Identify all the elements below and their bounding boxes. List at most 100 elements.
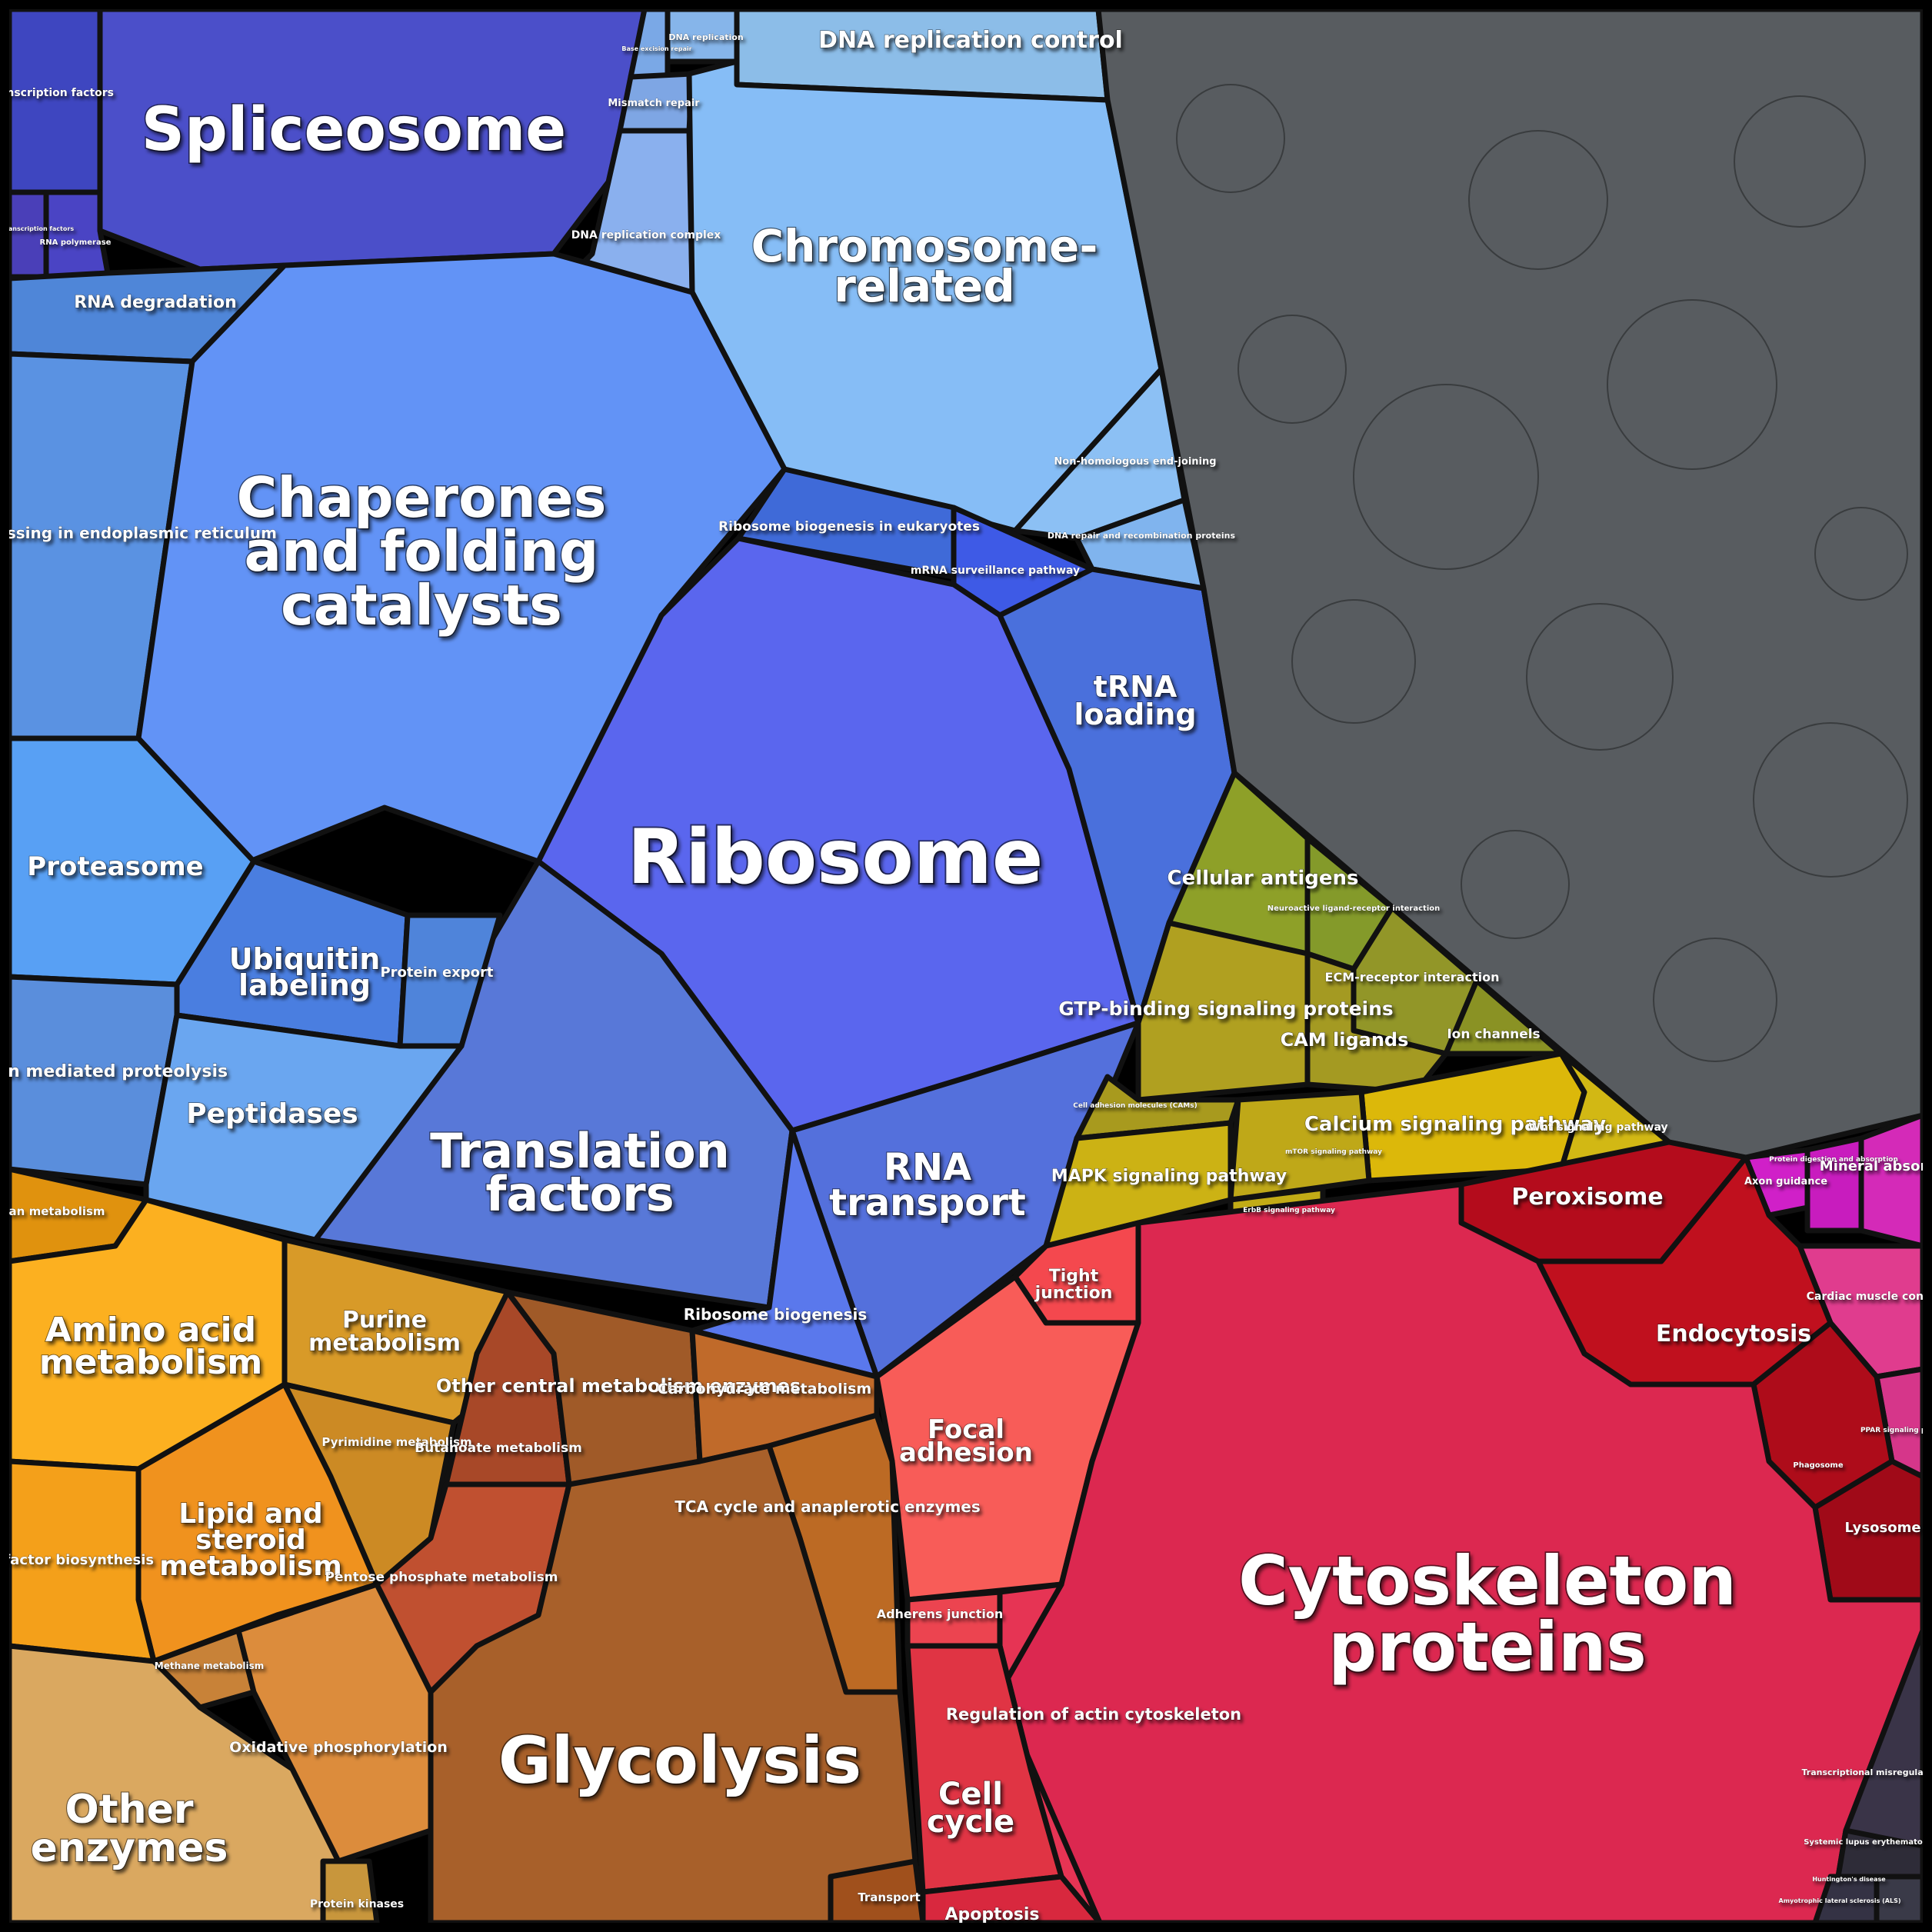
label-peptidases: Peptidases <box>186 1098 358 1130</box>
label-cell-cycle-2: cycle <box>927 1804 1014 1840</box>
label-lipid-steroid-2: steroid <box>195 1524 306 1556</box>
label-ion-channels: Ion channels <box>1447 1027 1540 1042</box>
label-base-excision-repair: Base excision repair <box>621 45 691 52</box>
label-protein-digestion: Protein digestion and absorption <box>1769 1156 1898 1164</box>
label-gtp-binding: GTP-binding signaling proteins <box>1058 998 1394 1020</box>
label-other-central-metabolism: Other central metabolism enzymes <box>436 1375 801 1397</box>
label-transport: Transport <box>858 1890 920 1904</box>
label-erbb-signaling: ErbB signaling pathway <box>1243 1207 1335 1214</box>
label-chromosome-related-2: related <box>834 260 1015 312</box>
label-focal-adhesion-1: Focal <box>928 1414 1004 1445</box>
label-purine-metabolism-1: Purine <box>342 1307 427 1334</box>
region-signaling <box>1043 770 1672 1249</box>
label-basal-transcription-factors: Basal transcription factors <box>0 225 74 232</box>
label-chromosome-related-1: Chromosome- <box>751 220 1098 272</box>
peptidases-cell <box>143 1012 465 1243</box>
region-labels: Spliceosome Transcription factors Basal … <box>0 26 1932 1924</box>
label-chaperones-3: catalysts <box>281 573 562 638</box>
label-trna-loading-1: tRNA <box>1094 670 1178 704</box>
label-lipid-steroid-1: Lipid and <box>178 1498 322 1530</box>
label-methane-metabolism: Methane metabolism <box>155 1661 265 1671</box>
label-axon-guidance: Axon guidance <box>1744 1176 1827 1188</box>
label-oxidative-phosphorylation: Oxidative phosphorylation <box>229 1739 448 1756</box>
label-other-enzymes-2: enzymes <box>31 1825 228 1871</box>
label-proteasome: Proteasome <box>27 851 203 882</box>
label-cofactor-biosynthesis: Cofactor biosynthesis <box>0 1552 154 1568</box>
label-systemic-lupus: Systemic lupus erythematosus <box>1804 1838 1932 1847</box>
label-protein-export: Protein export <box>380 964 493 981</box>
region-metabolism <box>6 1166 926 1926</box>
label-tca-cycle: TCA cycle and anaplerotic enzymes <box>675 1497 981 1516</box>
label-dna-replication-control: DNA replication control <box>818 27 1123 54</box>
label-rna-transport-2: transport <box>829 1181 1026 1224</box>
region-magenta <box>1743 1112 1926 1480</box>
label-huntingtons: Huntington's disease <box>1812 1876 1886 1883</box>
label-protein-kinases: Protein kinases <box>310 1898 404 1910</box>
label-dna-replication-complex: DNA replication complex <box>571 229 721 242</box>
protein-kinases-cell <box>320 1858 380 1926</box>
label-focal-adhesion-2: adhesion <box>899 1437 1033 1468</box>
cell-adhesion-molecules-cell <box>1074 1074 1241 1141</box>
label-cam-ligands: CAM ligands <box>1281 1029 1409 1051</box>
ion-channels-cell <box>1443 978 1564 1057</box>
label-translation-factors-2: factors <box>485 1166 674 1222</box>
label-endocytosis: Endocytosis <box>1656 1321 1811 1347</box>
label-ecm-receptor: ECM-receptor interaction <box>1325 970 1500 984</box>
label-chaperones-1: Chaperones <box>237 465 607 530</box>
label-glycolysis: Glycolysis <box>498 1723 861 1798</box>
label-cell-cycle-1: Cell <box>938 1777 1003 1812</box>
label-mineral-absorption: Mineral absorption <box>1820 1158 1932 1174</box>
label-transcriptional-misregulation: Transcriptional misregulation in cancer <box>1802 1767 1932 1777</box>
label-amino-acid-metabolism-2: metabolism <box>39 1343 262 1382</box>
label-trna-loading-2: loading <box>1074 698 1196 731</box>
label-rna-transport-1: RNA <box>884 1146 971 1189</box>
label-peroxisome: Peroxisome <box>1511 1184 1663 1211</box>
label-ubiquitin-labeling-2: labeling <box>238 968 371 1002</box>
mineral-absorption-cell <box>1858 1112 1926 1249</box>
label-ribosome-biogenesis: Ribosome biogenesis <box>684 1305 868 1324</box>
unannotated-bubbles <box>1176 84 1908 1062</box>
label-wnt-signaling: Wnt signaling pathway <box>1528 1121 1667 1134</box>
label-mismatch-repair: Mismatch repair <box>608 98 700 109</box>
label-chaperones-2: and folding <box>245 519 599 584</box>
region-dna-chromosome <box>581 6 1207 591</box>
label-non-homologous-end-joining: Non-homologous end-joining <box>1054 456 1216 468</box>
label-cytoskeleton-1: Cytoskeleton <box>1238 1541 1737 1621</box>
label-protein-processing-er: Protein processing in endoplasmic reticu… <box>0 524 277 542</box>
label-cardiac-muscle: Cardiac muscle contraction <box>1807 1291 1932 1303</box>
gtp-binding-cell <box>1135 920 1311 1103</box>
region-protein-degradation <box>6 735 503 1243</box>
label-lipid-steroid-3: metabolism <box>159 1551 342 1582</box>
label-cytoskeleton-2: proteins <box>1328 1607 1647 1687</box>
transcription-factors-cell <box>6 6 103 195</box>
label-rna-polymerase: RNA polymerase <box>40 238 112 247</box>
label-lysosome: Lysosome <box>1844 1520 1920 1536</box>
region-red <box>874 1139 1926 1926</box>
ribosome-biogenesis-cell <box>689 1128 880 1380</box>
label-apoptosis: Apoptosis <box>945 1905 1040 1924</box>
label-mapk-signaling: MAPK signaling pathway <box>1051 1167 1287 1186</box>
label-other-enzymes-1: Other <box>65 1787 194 1833</box>
label-translation-factors-1: Translation <box>430 1123 730 1179</box>
label-amino-acid-metabolism-1: Amino acid <box>45 1311 256 1350</box>
label-phagosome: Phagosome <box>1793 1461 1843 1470</box>
label-ribosome: Ribosome <box>628 814 1044 901</box>
label-tight-junction-1: Tight <box>1049 1267 1099 1286</box>
label-pentose-phosphate: Pentose phosphate metabolism <box>325 1570 558 1585</box>
label-glycan-metabolism: Glycan metabolism <box>0 1204 105 1218</box>
label-butanoate-metabolism: Butanoate metabolism <box>415 1441 582 1456</box>
rna-polymerase-cell <box>43 189 111 281</box>
label-ribosome-biogenesis-eukaryotes: Ribosome biogenesis in eukaryotes <box>718 519 980 535</box>
label-rna-degradation: RNA degradation <box>74 293 237 312</box>
label-pyrimidine-metabolism: Pyrimidine metabolism <box>321 1435 471 1449</box>
label-neuroactive-ligand: Neuroactive ligand-receptor interaction <box>1267 904 1441 913</box>
label-spliceosome: Spliceosome <box>142 95 566 165</box>
label-cellular-antigens: Cellular antigens <box>1167 867 1358 890</box>
label-dna-repair: DNA repair and recombination proteins <box>1048 531 1236 541</box>
label-transcription-factors: Transcription factors <box>0 87 114 99</box>
label-ubiquitin-labeling-1: Ubiquitin <box>229 942 381 976</box>
label-purine-metabolism-2: metabolism <box>308 1330 461 1357</box>
label-mtor-signaling: mTOR signaling pathway <box>1285 1148 1382 1156</box>
basal-transcription-factors-cell <box>6 189 49 280</box>
